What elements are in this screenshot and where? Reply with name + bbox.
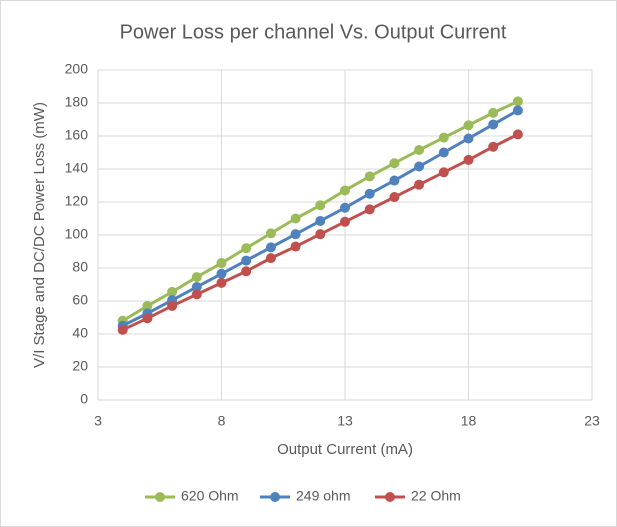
data-point	[290, 229, 301, 240]
data-point	[512, 129, 523, 140]
data-point	[315, 229, 326, 240]
y-tick-label: 200	[65, 61, 89, 77]
data-point	[265, 253, 276, 264]
data-point	[512, 105, 523, 116]
data-point	[216, 277, 227, 288]
data-point	[167, 300, 178, 311]
y-tick-label: 160	[65, 127, 89, 143]
data-point	[463, 133, 474, 144]
x-axis-label: Output Current (mA)	[277, 441, 413, 458]
legend-label: 22 Ohm	[411, 488, 461, 504]
data-point	[512, 96, 523, 107]
data-point	[265, 242, 276, 253]
data-point	[389, 175, 400, 186]
data-point	[117, 324, 128, 335]
chart-title: Power Loss per channel Vs. Output Curren…	[120, 21, 507, 43]
data-point	[340, 185, 350, 196]
y-axis-label: V/I Stage and DC/DC Power Loss (mW)	[31, 102, 48, 368]
data-point	[463, 154, 474, 165]
data-point	[364, 204, 375, 215]
y-tick-label: 0	[80, 391, 88, 407]
x-tick-label: 13	[337, 413, 353, 429]
data-point	[241, 255, 252, 266]
x-tick-label: 18	[461, 413, 477, 429]
legend-label: 249 ohm	[296, 488, 350, 504]
data-point	[191, 289, 202, 300]
data-point	[414, 161, 425, 172]
data-point	[142, 313, 153, 324]
data-point	[315, 200, 326, 211]
data-point	[241, 243, 252, 254]
data-point	[389, 158, 400, 169]
data-point	[290, 241, 301, 252]
data-point	[463, 120, 474, 131]
data-point	[414, 145, 425, 156]
data-point	[488, 119, 499, 130]
y-tick-label: 120	[65, 193, 89, 209]
data-point	[290, 213, 301, 224]
data-point	[488, 107, 499, 118]
data-point	[340, 202, 350, 213]
legend-label: 620 Ohm	[181, 488, 239, 504]
data-point	[241, 266, 252, 277]
x-tick-label: 23	[584, 413, 600, 429]
y-tick-label: 80	[72, 259, 88, 275]
legend-marker	[385, 492, 395, 502]
data-point	[438, 147, 449, 158]
data-point	[191, 272, 202, 283]
data-point	[265, 228, 276, 239]
y-tick-label: 180	[65, 94, 89, 110]
data-point	[364, 171, 375, 182]
data-point	[414, 179, 425, 190]
x-tick-label: 3	[94, 413, 102, 429]
data-point	[191, 281, 202, 292]
data-point	[142, 300, 153, 311]
y-tick-label: 20	[72, 358, 88, 374]
legend-marker	[270, 492, 280, 502]
y-tick-label: 140	[65, 160, 89, 176]
y-tick-label: 60	[72, 292, 88, 308]
data-point	[488, 141, 499, 152]
legend-marker	[155, 492, 165, 502]
y-tick-label: 100	[65, 226, 89, 242]
y-tick-label: 40	[72, 325, 88, 341]
data-point	[216, 268, 227, 279]
data-point	[340, 216, 350, 227]
data-point	[315, 215, 326, 226]
data-point	[438, 132, 449, 143]
data-point	[438, 167, 449, 178]
data-point	[389, 192, 400, 203]
x-tick-label: 8	[218, 413, 226, 429]
data-point	[167, 286, 178, 297]
data-point	[216, 258, 227, 269]
data-point	[364, 188, 375, 199]
